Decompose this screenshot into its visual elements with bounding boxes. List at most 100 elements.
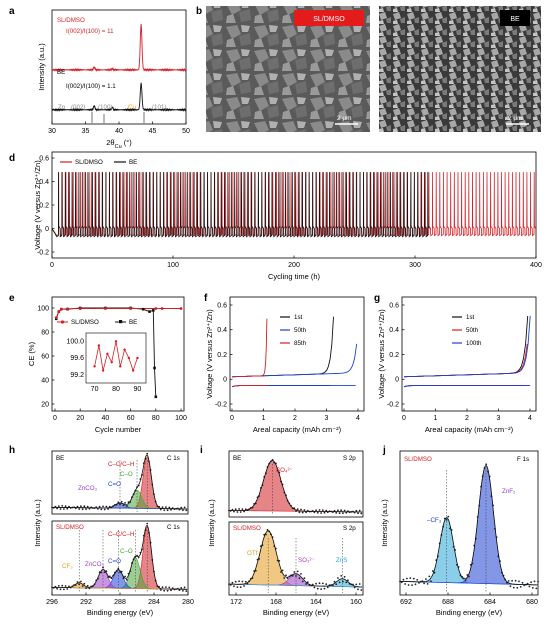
h-top-data-point bbox=[119, 503, 121, 506]
panel-letter-h: h bbox=[9, 445, 15, 456]
i-bot-data-point bbox=[236, 586, 239, 588]
h-bot-data-point bbox=[163, 589, 166, 592]
e-inset-xtick-label: 70 bbox=[91, 386, 99, 393]
h-bot-data-point bbox=[59, 588, 62, 591]
panel-c: c BE 2 μm bbox=[379, 6, 541, 132]
x-axis-label-g: Areal capacity (mAh cm⁻²) bbox=[425, 425, 514, 434]
sem-image-sl bbox=[206, 6, 370, 132]
h-top-data-point bbox=[170, 508, 172, 511]
h-bot-data-point bbox=[182, 589, 184, 592]
i-top-peak bbox=[228, 460, 364, 513]
panel-h: h Intensity (a.u.) Binding energy (eV) 2… bbox=[9, 445, 194, 617]
j-data-point bbox=[414, 583, 417, 586]
i-bot-peak-zns: ZnS bbox=[336, 557, 347, 564]
h-top-data-point bbox=[146, 452, 149, 455]
j-data-point bbox=[511, 579, 513, 582]
h-bot-data-point bbox=[76, 581, 79, 583]
panel-letter-b: b bbox=[196, 6, 202, 17]
x-axis-label-a: 2θCu (°) bbox=[106, 138, 132, 150]
h-top-data-point bbox=[59, 508, 62, 510]
scale-b-text: 2 μm bbox=[337, 115, 352, 122]
h-bot-data-point bbox=[83, 582, 86, 585]
h-bot-data-point bbox=[122, 577, 125, 580]
panel-j: j Intensity (a.u.) Binding energy (eV) 6… bbox=[380, 445, 539, 617]
i-xtick-label: 172 bbox=[230, 599, 242, 606]
j-xtick-label: 692 bbox=[400, 599, 412, 606]
h-top-data-point bbox=[117, 501, 120, 504]
i-bot-data-point bbox=[234, 580, 237, 583]
j-data-point bbox=[445, 519, 448, 521]
h-bot-peak-c=o: C=O bbox=[108, 558, 121, 565]
i-bot-core: S 2p bbox=[343, 525, 356, 532]
panel-b: b SL/DMSO 2 μm bbox=[196, 6, 370, 132]
plot-frame-g bbox=[401, 296, 537, 412]
f-ytick-label: -0.2 bbox=[215, 401, 227, 408]
h-bot-envelope bbox=[52, 524, 188, 590]
h-top-data-point bbox=[159, 508, 162, 511]
e-ytick-label: 80 bbox=[41, 329, 49, 336]
h-top-data-point bbox=[78, 508, 81, 510]
i-bot-peak-otf: OTf⁻ bbox=[247, 550, 261, 557]
sem-image-be bbox=[379, 6, 541, 132]
h-top-data-point bbox=[102, 505, 104, 508]
g-xtick-label: 2 bbox=[465, 415, 469, 422]
g-ytick-label: 0 bbox=[395, 377, 399, 384]
h-top-data-point bbox=[56, 507, 58, 510]
a-xtick-label: 50 bbox=[182, 128, 190, 135]
y-axis-label-f: Voltage (V versus Zn²⁺/Zn) bbox=[205, 309, 214, 399]
plot-frame-j bbox=[399, 450, 539, 596]
y-axis-label-j: Intensity (a.u.) bbox=[380, 499, 389, 547]
d-ytick-label: 0.2 bbox=[39, 202, 49, 209]
j-xtick-label: 688 bbox=[442, 599, 454, 606]
i-top-data-point bbox=[239, 511, 242, 513]
h-xtick-label: 284 bbox=[148, 599, 160, 606]
legend-f-50th: 50th bbox=[294, 327, 307, 334]
d-ytick-label: 0.4 bbox=[39, 179, 49, 186]
j-data-point bbox=[409, 577, 412, 579]
i-bot-data-point bbox=[293, 571, 296, 573]
f-ytick-label: 0.6 bbox=[217, 302, 227, 309]
h-top-core: C 1s bbox=[167, 455, 180, 462]
legend-g-50th: 50th bbox=[466, 327, 479, 334]
d-xtick-label: 100 bbox=[167, 262, 179, 269]
i-bot-data-point bbox=[347, 579, 349, 582]
ticks-j: 692 688 684 680 bbox=[400, 592, 538, 606]
j-data-point bbox=[468, 575, 470, 578]
j-peak-znf2: ZnF₂ bbox=[502, 488, 516, 495]
j-data-point bbox=[509, 585, 512, 588]
d-ytick-label: 0.6 bbox=[39, 155, 49, 162]
i-top-data-point bbox=[236, 511, 239, 513]
d-ytick-label: -0.2 bbox=[37, 249, 49, 256]
i-bot-data-point bbox=[281, 569, 284, 572]
legend-f-1st: 1st bbox=[294, 314, 303, 321]
i-bot-data-point bbox=[316, 587, 319, 590]
i-top-data-point bbox=[241, 508, 244, 510]
legend-f-85th: 85th bbox=[294, 340, 307, 347]
legend-d-sl: SL/DMSO bbox=[75, 159, 103, 166]
i-bot-data-point bbox=[338, 581, 341, 584]
j-data-point bbox=[466, 574, 469, 576]
e-inset-xtick-label: 80 bbox=[112, 386, 120, 393]
g-ytick-label: 0.6 bbox=[389, 302, 399, 309]
h-bot-data-point bbox=[57, 585, 60, 587]
e-xtick-label: 80 bbox=[152, 415, 160, 422]
i-top-data-point bbox=[303, 509, 306, 511]
j-data-point bbox=[407, 584, 410, 586]
i-bot-data-point bbox=[318, 582, 321, 585]
i-top-data-point bbox=[233, 510, 235, 513]
i-xtick-label: 160 bbox=[350, 599, 362, 606]
h-bot-data-point bbox=[102, 566, 104, 569]
i-top-data-point bbox=[342, 512, 344, 515]
h-top-data-point bbox=[81, 508, 84, 511]
h-bot-data-point bbox=[125, 578, 128, 581]
panel-letter-d: d bbox=[9, 153, 15, 164]
i-top-data-point bbox=[295, 510, 297, 512]
i-top-peak-so4: SO₄²⁻ bbox=[276, 467, 293, 474]
e-inset-ytick-label: 100.0 bbox=[66, 339, 84, 346]
y-axis-label-a: Intensity (a.u.) bbox=[37, 43, 46, 91]
h-top-data-point bbox=[161, 506, 164, 509]
badge-b-text: SL/DMSO bbox=[313, 16, 345, 23]
h-top-peak-znco3: ZnCO₃ bbox=[78, 485, 98, 492]
j-data-point bbox=[425, 578, 427, 580]
panel-letter-f: f bbox=[204, 293, 208, 304]
